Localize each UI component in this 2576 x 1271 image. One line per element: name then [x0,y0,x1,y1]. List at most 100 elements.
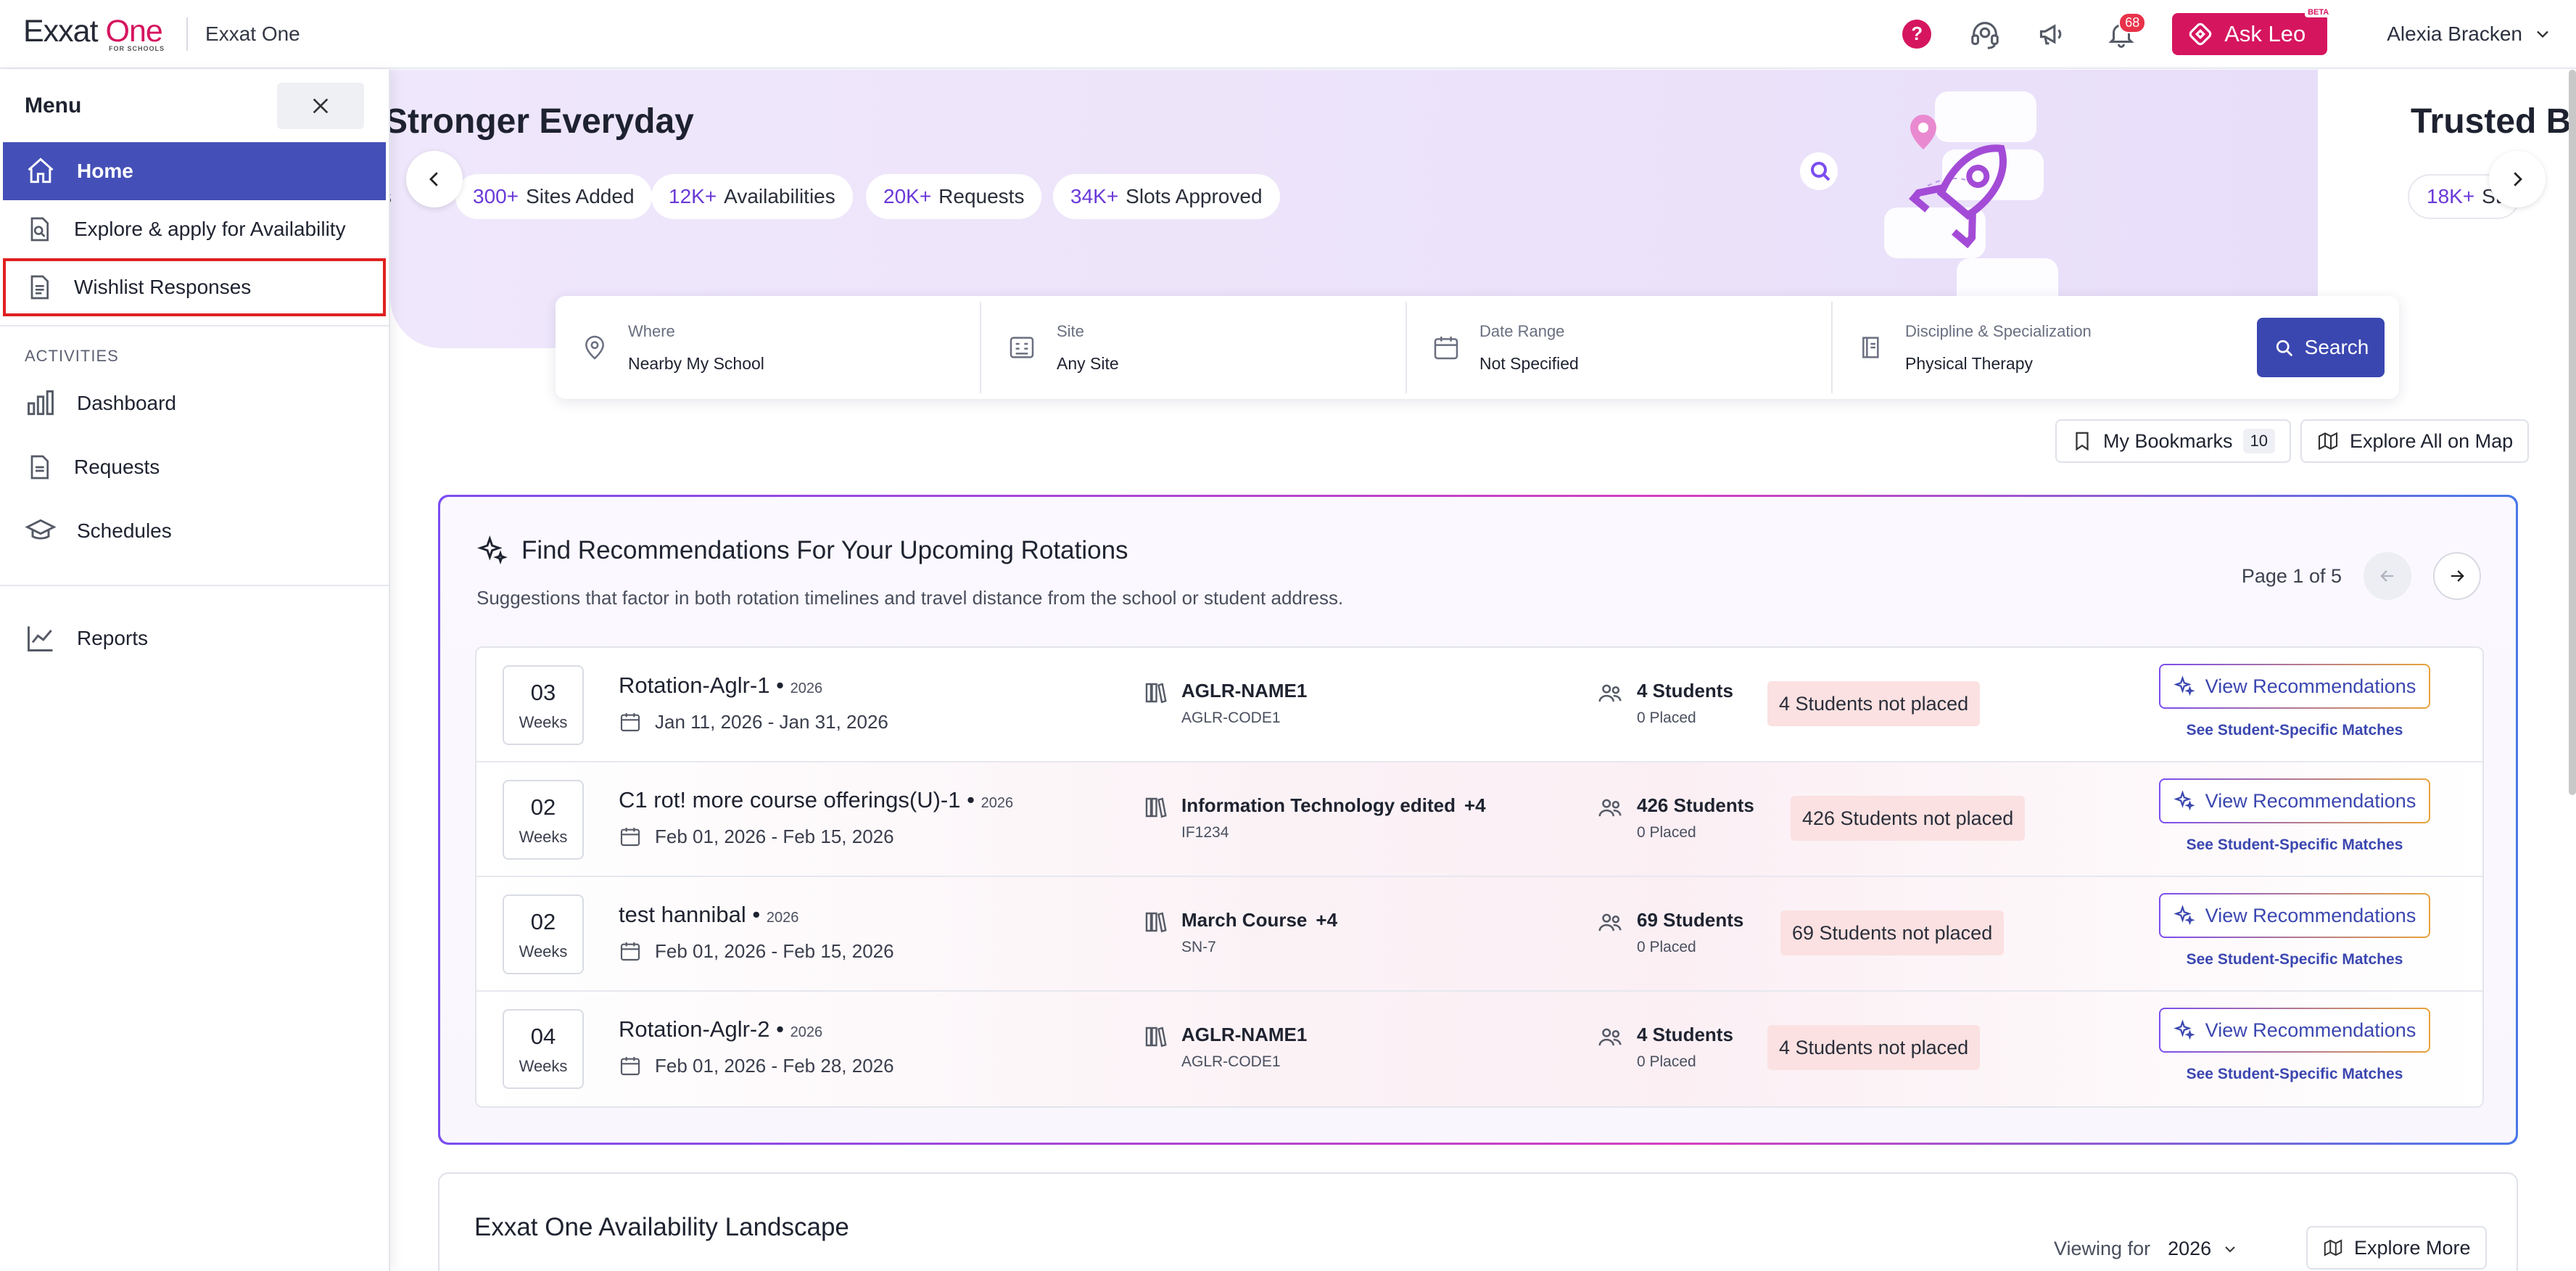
chevron-down-icon [2225,1246,2235,1252]
date-range-field[interactable]: Date Range Not Specified [1407,302,1833,393]
not-placed-badge: 4 Students not placed [1767,681,1981,726]
user-name: Alexia Bracken [2387,22,2522,45]
rotation-dates: Feb 01, 2026 - Feb 15, 2026 [619,825,894,848]
rotation-name[interactable]: test hannibal • 2026 [619,902,799,927]
see-student-matches-link[interactable]: See Student-Specific Matches [2186,722,2403,739]
site-field[interactable]: Site Any Site [981,302,1407,393]
rotation-dates: Jan 11, 2026 - Jan 31, 2026 [619,710,888,733]
page-indicator: Page 1 of 5 [2241,564,2342,587]
see-student-matches-link[interactable]: See Student-Specific Matches [2186,836,2403,853]
menu-divider-2 [0,585,389,586]
rotation-row: 04 Weeks Rotation-Aglr-2 • 2026 Feb 01, … [476,992,2482,1106]
viewing-for-selector[interactable]: Viewing for 2026 [2054,1238,2239,1260]
arrow-left-icon [2380,570,2394,582]
sidebar-item-wishlist-responses[interactable]: Wishlist Responses [3,258,386,316]
students-info: 426 Students 0 Placed [1596,794,1754,842]
weeks-box: 02 Weeks [503,894,584,974]
weeks-box: 02 Weeks [503,780,584,860]
where-field[interactable]: Where Nearby My School [556,302,981,393]
app-name: Exxat One [205,22,300,45]
rotation-name[interactable]: Rotation-Aglr-1 • 2026 [619,672,823,698]
carousel-prev-button[interactable] [406,151,463,207]
chevron-right-icon [2514,172,2522,186]
sidebar-item-explore-availability[interactable]: Explore & apply for Availability [0,200,389,258]
site-building-icon [1010,337,1034,358]
notification-bell-icon[interactable]: 68 [2101,12,2147,54]
books-icon [1145,683,1167,704]
explore-icon [30,217,49,242]
stat-availabilities: 12K+ Availabilities [651,174,853,219]
menu-divider [0,325,389,326]
view-recommendations-button[interactable]: View Recommendations [2159,1008,2430,1053]
view-recommendations-button[interactable]: View Recommendations [2159,893,2430,938]
calendar-icon [620,942,640,961]
course-info: Information Technology edited +4 IF1234 [1142,794,1486,842]
trend-line-icon [28,626,53,651]
rotation-row: 03 Weeks Rotation-Aglr-1 • 2026 Jan 11, … [476,648,2482,762]
exxat-logo[interactable]: Exxat One FOR SCHOOLS [23,13,165,52]
ask-leo-button[interactable]: Ask Leo BETA [2172,7,2332,55]
sparkle-icon [2173,675,2195,696]
sidebar-item-reports[interactable]: Reports [0,606,389,670]
support-headset-icon[interactable] [1965,14,2005,54]
search-button[interactable]: Search [2257,318,2385,377]
search-bar: Where Nearby My School Site Any Site Date … [556,296,2399,399]
not-placed-badge: 4 Students not placed [1767,1025,1981,1070]
map-icon [2324,1239,2342,1256]
recommendations-title: Find Recommendations For Your Upcoming R… [476,535,1128,567]
carousel-next-button[interactable] [2489,151,2546,207]
not-placed-badge: 426 Students not placed [1791,796,2026,841]
sidebar-item-requests[interactable]: Requests [0,435,389,499]
discipline-field[interactable]: Discipline & Specialization Physical Ther… [1833,302,2257,393]
sidebar-item-home[interactable]: Home [3,142,386,200]
rotation-list: 03 Weeks Rotation-Aglr-1 • 2026 Jan 11, … [475,646,2484,1108]
landscape-title: Exxat One Availability Landscape [474,1213,849,1241]
sparkle-icon [477,535,508,564]
my-bookmarks-button[interactable]: My Bookmarks 10 [2055,419,2292,463]
prev-page-button[interactable] [2364,552,2411,600]
not-placed-badge: 69 Students not placed [1780,910,2005,955]
sidebar-item-dashboard[interactable]: Dashboard [0,371,389,435]
books-icon [1145,1027,1167,1048]
sidebar-item-schedules[interactable]: Schedules [0,499,389,563]
user-menu[interactable]: Alexia Bracken [2387,22,2553,46]
top-bar: Exxat One FOR SCHOOLS Exxat One ? 68 Ask… [0,0,2576,69]
header-divider [186,17,189,51]
sparkle-icon [2173,790,2195,811]
close-menu-button[interactable] [277,83,364,129]
year-value: 2026 [2168,1238,2212,1259]
calendar-icon [620,713,640,732]
students-group-icon [1598,913,1622,931]
stat-requests: 20K+ Requests [866,174,1042,219]
rotation-row: 02 Weeks C1 rot! more course offerings(U… [476,762,2482,877]
rotation-name[interactable]: Rotation-Aglr-2 • 2026 [619,1016,823,1042]
calendar-icon [620,828,640,847]
graduation-cap-icon [25,519,57,540]
course-info: AGLR-NAME1 AGLR-CODE1 [1142,680,1316,727]
recommendations-subtitle: Suggestions that factor in both rotation… [476,587,1344,609]
next-page-button[interactable] [2433,552,2481,600]
students-group-icon [1598,799,1622,817]
home-icon [28,157,54,184]
help-icon[interactable]: ? [1896,14,1937,54]
students-info: 69 Students 0 Placed [1596,909,1743,956]
weeks-box: 03 Weeks [503,665,584,745]
weeks-box: 04 Weeks [503,1009,584,1089]
rotation-row: 02 Weeks test hannibal • 2026 Feb 01, 20… [476,877,2482,992]
bookmarks-count: 10 [2242,429,2276,453]
megaphone-icon[interactable] [2033,14,2073,54]
course-info: March Course +4 SN-7 [1142,909,1337,956]
see-student-matches-link[interactable]: See Student-Specific Matches [2186,1066,2403,1082]
view-recommendations-button[interactable]: View Recommendations [2159,664,2430,709]
explore-all-on-map-button[interactable]: Explore All on Map [2300,419,2530,463]
explore-more-button[interactable]: Explore More [2306,1226,2487,1270]
close-icon [313,98,329,114]
see-student-matches-link[interactable]: See Student-Specific Matches [2186,951,2403,968]
bar-chart-icon [28,390,54,416]
bookmark-icon [2076,432,2089,451]
view-recommendations-button[interactable]: View Recommendations [2159,778,2430,823]
rotation-dates: Feb 01, 2026 - Feb 28, 2026 [619,1054,894,1077]
location-pin-icon [585,335,604,360]
rotation-name[interactable]: C1 rot! more course offerings(U)-1 • 202… [619,787,1014,813]
page-scrollbar[interactable] [2569,70,2576,795]
